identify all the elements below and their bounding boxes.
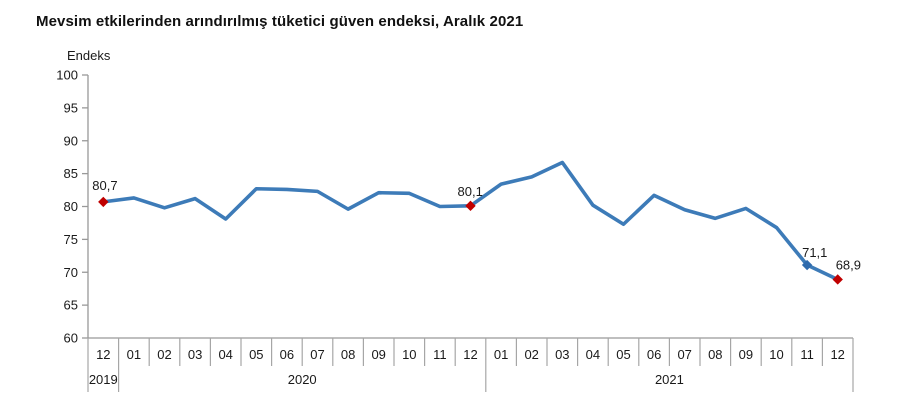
x-tick-label-month: 03: [555, 347, 569, 362]
x-tick-label-month: 09: [371, 347, 385, 362]
x-tick-label-month: 10: [402, 347, 416, 362]
x-tick-label-month: 11: [433, 347, 447, 362]
x-tick-label-month: 07: [677, 347, 691, 362]
y-tick-label: 85: [64, 166, 78, 181]
x-tick-label-month: 01: [127, 347, 141, 362]
blue-diamond-marker: [801, 259, 813, 271]
x-tick-label-month: 10: [769, 347, 783, 362]
chart-title: Mevsim etkilerinden arındırılmış tüketic…: [36, 13, 524, 30]
x-tick-label-month: 01: [494, 347, 508, 362]
x-tick-label-month: 06: [280, 347, 294, 362]
annotations-group: 80,7 80,1 71,1 68,9: [92, 178, 861, 285]
x-tick-label-month: 12: [463, 347, 477, 362]
y-tick-label: 80: [64, 199, 78, 214]
x-tick-label-year: 2019: [89, 372, 118, 387]
y-tick-label: 95: [64, 100, 78, 115]
x-tick-label-month: 12: [830, 347, 844, 362]
data-point-label: 80,7: [92, 178, 117, 193]
axes-group: 100 95 90 85 80 75 70 65 60: [56, 68, 853, 346]
y-tick-label: 90: [64, 133, 78, 148]
data-point-label: 71,1: [802, 245, 827, 260]
x-tick-label-month: 02: [157, 347, 171, 362]
x-tick-label-month: 03: [188, 347, 202, 362]
x-tick-label-month: 02: [524, 347, 538, 362]
x-tick-label-month: 06: [647, 347, 661, 362]
y-tick-label: 65: [64, 298, 78, 313]
y-axis-title: Endeks: [67, 48, 111, 63]
x-tick-label-month: 04: [218, 347, 232, 362]
red-diamond-marker: [465, 200, 476, 212]
x-tick-label-month: 08: [341, 347, 355, 362]
series-line: [101, 160, 840, 282]
red-diamond-marker: [832, 274, 843, 285]
x-tick-label-month: 05: [249, 347, 263, 362]
series-group: [101, 160, 840, 282]
y-tick-label: 70: [64, 265, 78, 280]
x-tick-label-year: 2020: [288, 372, 317, 387]
y-tick-label: 60: [64, 331, 78, 346]
x-tick-label-month: 11: [800, 347, 814, 362]
y-tick-label: 100: [56, 68, 78, 83]
x-tick-label-year: 2021: [655, 372, 684, 387]
data-point-label: 80,1: [458, 184, 483, 199]
x-axis-band-group: 12 01 02 03 04 05 06 07 08 09 10 11 12 01 02 03 04 05 06 07…: [87, 338, 854, 392]
x-tick-label-month: 08: [708, 347, 722, 362]
x-tick-label-month: 05: [616, 347, 630, 362]
data-point-label: 68,9: [836, 257, 861, 272]
x-tick-label-month: 04: [586, 347, 600, 362]
red-diamond-marker: [98, 196, 109, 208]
y-tick-label: 75: [64, 232, 78, 247]
x-tick-label-month: 09: [739, 347, 753, 362]
x-tick-label-month: 12: [96, 347, 110, 362]
x-tick-label-month: 07: [310, 347, 324, 362]
